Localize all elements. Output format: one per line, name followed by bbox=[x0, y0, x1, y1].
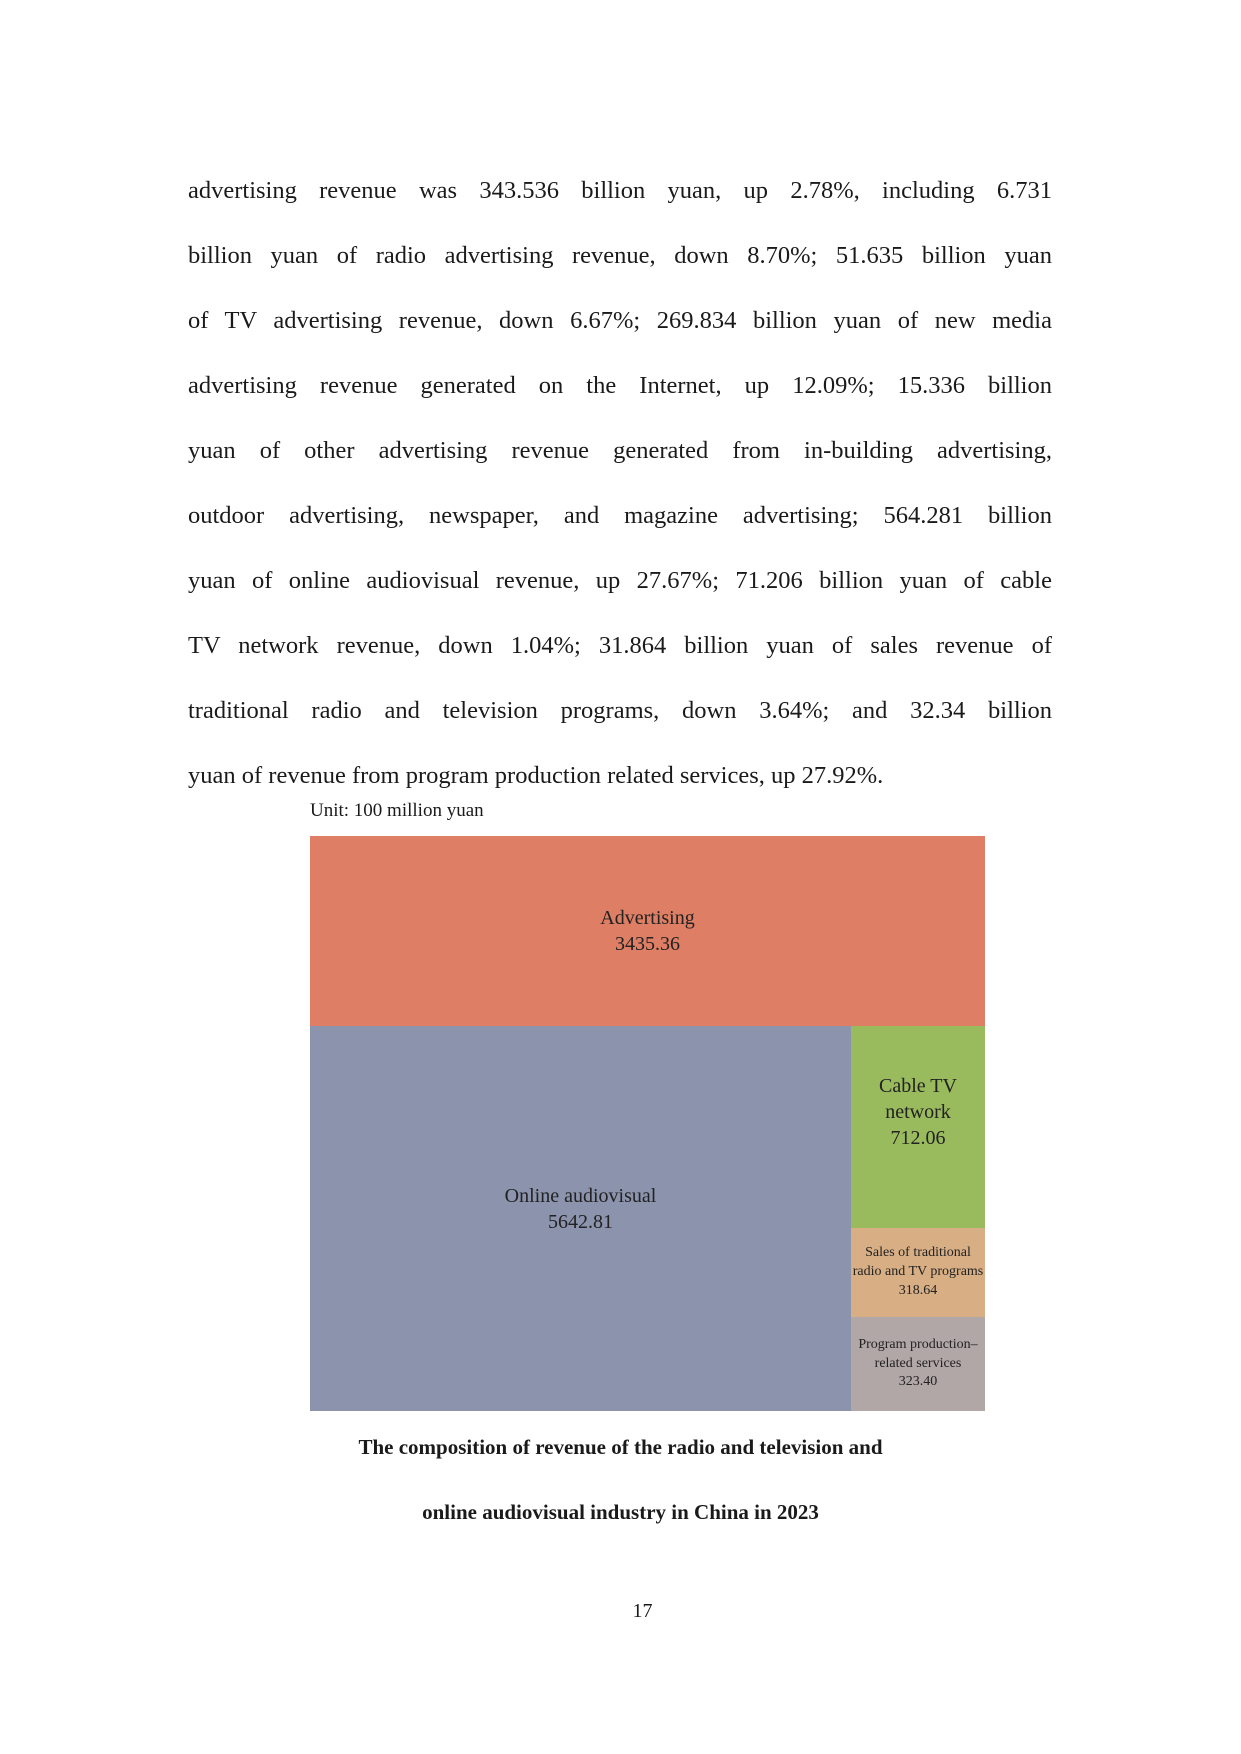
treemap-cell-sales-traditional: Sales of traditional radio and TV progra… bbox=[851, 1228, 985, 1317]
treemap-cell-cable-tv: Cable TV network 712.06 bbox=[851, 1026, 985, 1228]
text-line: yuan of revenue from program production … bbox=[188, 762, 884, 789]
text-line: outdoor advertising, newspaper, and maga… bbox=[188, 502, 1052, 529]
treemap-chart: Advertising 3435.36 Online audiovisual 5… bbox=[310, 836, 985, 1411]
text-line: advertising revenue was 343.536 billion … bbox=[188, 177, 1052, 204]
text-line: TV network revenue, down 1.04%; 31.864 b… bbox=[188, 632, 1052, 659]
cell-label: Sales of traditional bbox=[865, 1245, 971, 1261]
text-line: billion yuan of radio advertising revenu… bbox=[188, 242, 1052, 269]
treemap-cell-program-production: Program production– related services 323… bbox=[851, 1317, 985, 1411]
cell-label: Advertising bbox=[600, 907, 695, 929]
body-paragraph: advertising revenue was 343.536 billion … bbox=[188, 158, 1052, 808]
cell-label: radio and TV programs bbox=[852, 1264, 984, 1280]
cell-label: Online audiovisual bbox=[504, 1184, 657, 1207]
text-line: of TV advertising revenue, down 6.67%; 2… bbox=[188, 307, 1052, 334]
cell-value: 318.64 bbox=[898, 1282, 938, 1298]
figure-caption-line-2: online audiovisual industry in China in … bbox=[422, 1500, 819, 1524]
cell-label: Cable TV bbox=[879, 1075, 957, 1097]
cell-label: related services bbox=[874, 1355, 962, 1371]
cell-value: 5642.81 bbox=[548, 1210, 613, 1233]
text-line: yuan of other advertising revenue genera… bbox=[188, 437, 1052, 464]
text-line: yuan of online audiovisual revenue, up 2… bbox=[188, 567, 1052, 594]
cell-value: 712.06 bbox=[890, 1127, 946, 1149]
chart-unit-label: Unit: 100 million yuan bbox=[310, 800, 484, 821]
cell-label: Program production– bbox=[858, 1336, 978, 1352]
text-line: traditional radio and television program… bbox=[188, 697, 1052, 724]
cell-value: 323.40 bbox=[898, 1374, 938, 1390]
page-number: 17 bbox=[632, 1600, 653, 1622]
figure-caption-line-1: The composition of revenue of the radio … bbox=[358, 1435, 883, 1459]
cell-value: 3435.36 bbox=[615, 933, 680, 955]
text-line: advertising revenue generated on the Int… bbox=[188, 372, 1052, 399]
treemap-cell-online-audiovisual: Online audiovisual 5642.81 bbox=[310, 1026, 851, 1411]
treemap-cell-advertising: Advertising 3435.36 bbox=[310, 836, 985, 1026]
cell-label: network bbox=[885, 1101, 951, 1123]
